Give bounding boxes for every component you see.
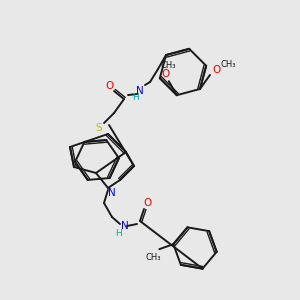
Text: CH₃: CH₃ [220,61,236,70]
Text: N: N [121,221,129,231]
Text: CH₃: CH₃ [146,253,161,262]
Text: S: S [96,123,102,133]
Text: H: H [132,92,138,101]
Text: O: O [105,81,113,91]
Text: O: O [213,65,221,75]
Text: CH₃: CH₃ [160,61,176,70]
Text: O: O [162,69,170,79]
Text: N: N [136,86,144,96]
Text: O: O [143,198,151,208]
Text: N: N [108,188,116,198]
Text: H: H [115,229,122,238]
